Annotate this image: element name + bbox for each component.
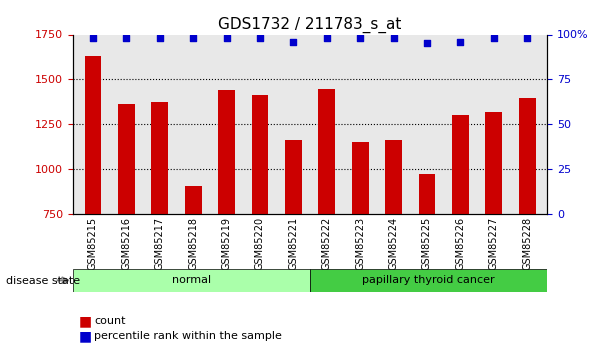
Point	[155, 35, 165, 41]
Point	[289, 39, 299, 45]
Text: GSM85216: GSM85216	[122, 217, 131, 270]
Point	[255, 35, 265, 41]
FancyBboxPatch shape	[310, 269, 547, 292]
Text: GSM85220: GSM85220	[255, 217, 265, 270]
Text: GSM85228: GSM85228	[522, 217, 532, 270]
Text: ■: ■	[79, 329, 92, 343]
Text: GSM85215: GSM85215	[88, 217, 98, 270]
Point	[422, 41, 432, 46]
Text: GSM85226: GSM85226	[455, 217, 465, 270]
Point	[222, 35, 232, 41]
Title: GDS1732 / 211783_s_at: GDS1732 / 211783_s_at	[218, 17, 402, 33]
Text: GSM85222: GSM85222	[322, 217, 332, 270]
Point	[188, 35, 198, 41]
Text: ■: ■	[79, 314, 92, 328]
Bar	[452, 115, 469, 345]
FancyBboxPatch shape	[73, 269, 310, 292]
Text: GSM85217: GSM85217	[155, 217, 165, 270]
Bar	[185, 186, 201, 345]
Point	[522, 35, 532, 41]
Bar	[319, 89, 335, 345]
Text: GSM85218: GSM85218	[188, 217, 198, 270]
Text: disease state: disease state	[6, 276, 80, 286]
Text: GSM85224: GSM85224	[389, 217, 399, 270]
Text: GSM85221: GSM85221	[288, 217, 299, 270]
Bar	[151, 102, 168, 345]
Text: papillary thyroid cancer: papillary thyroid cancer	[362, 275, 495, 285]
Bar	[352, 142, 368, 345]
Point	[489, 35, 499, 41]
Point	[122, 35, 131, 41]
Text: GSM85227: GSM85227	[489, 217, 499, 270]
Bar	[118, 105, 135, 345]
Bar	[252, 95, 268, 345]
Bar	[519, 98, 536, 345]
Point	[389, 35, 398, 41]
Bar	[218, 90, 235, 345]
Text: percentile rank within the sample: percentile rank within the sample	[94, 332, 282, 341]
Text: GSM85219: GSM85219	[221, 217, 232, 270]
Bar	[485, 112, 502, 345]
Bar	[385, 140, 402, 345]
Text: count: count	[94, 316, 126, 326]
Bar	[85, 56, 102, 345]
Point	[88, 35, 98, 41]
Text: normal: normal	[172, 275, 211, 285]
Bar	[285, 140, 302, 345]
Point	[355, 35, 365, 41]
Bar	[419, 175, 435, 345]
Text: GSM85223: GSM85223	[355, 217, 365, 270]
Text: GSM85225: GSM85225	[422, 217, 432, 270]
Point	[322, 35, 331, 41]
Point	[455, 39, 465, 45]
